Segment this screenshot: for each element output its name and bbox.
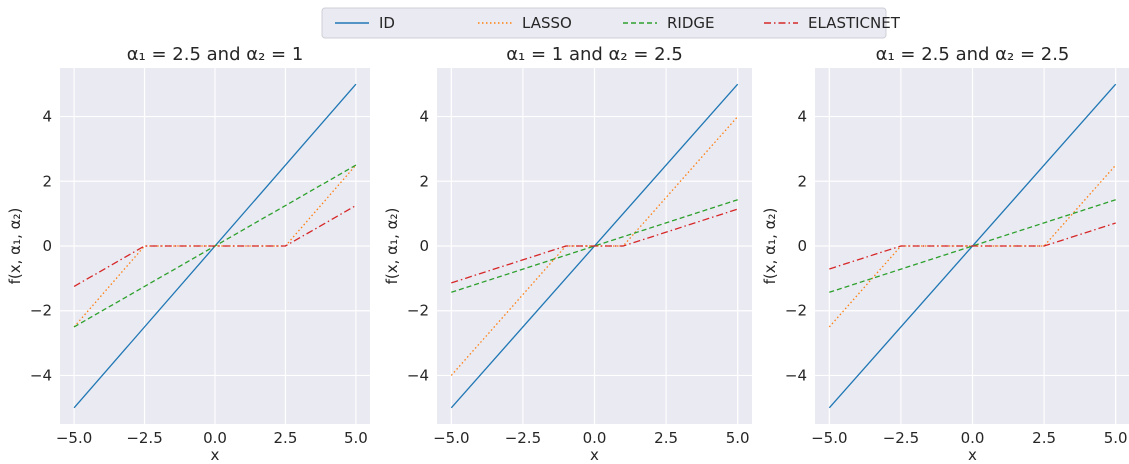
subplot-3: −5.0 −2.5 0.0 2.5 5.0 −4 −2 0 2 4 α₁ = 2.5 and α₂ …	[761, 44, 1129, 464]
y-tick-label: −4	[785, 366, 807, 384]
subplot-title: α₁ = 2.5 and α₂ = 2.5	[876, 44, 1070, 65]
series-line-ridge	[829, 199, 1116, 293]
y-tick-label: −2	[407, 302, 429, 320]
x-tick-label: 5.0	[344, 429, 368, 447]
y-tick-label: 2	[42, 172, 52, 190]
legend-frame	[321, 7, 887, 39]
x-tick-label: 0.0	[203, 429, 227, 447]
subplot-2: −5.0 −2.5 0.0 2.5 5.0 −4 −2 0 2 4 α₁ = 1 and α₂ = …	[383, 44, 752, 464]
y-tick-label: 2	[797, 172, 807, 190]
series-line-elasticnet	[829, 222, 1116, 270]
x-tick-label: 2.5	[654, 429, 678, 447]
y-tick-label: 2	[419, 172, 429, 190]
x-tick-label: −2.5	[505, 429, 541, 447]
legend-label-ridge: RIDGE	[667, 14, 715, 32]
y-axis-label: f(x, α₁, α₂)	[383, 208, 401, 285]
x-tick-label: 5.0	[1104, 429, 1128, 447]
y-axis-label: f(x, α₁, α₂)	[761, 208, 779, 285]
subplot-title: α₁ = 2.5 and α₂ = 1	[127, 44, 304, 65]
y-tick-label: 0	[419, 237, 429, 255]
y-tick-label: 4	[797, 108, 807, 126]
series-line-lasso	[828, 164, 1117, 328]
series-line-elasticnet	[451, 208, 738, 284]
x-tick-label: −5.0	[811, 429, 847, 447]
y-axis-label: f(x, α₁, α₂)	[6, 208, 24, 285]
legend: ID LASSO RIDGE ELASTICNET	[321, 7, 901, 39]
series-line-elasticnet	[73, 204, 357, 288]
legend-entry-elasticnet: ELASTICNET	[764, 14, 901, 32]
legend-entry-lasso: LASSO	[478, 14, 572, 32]
y-tick-label: 0	[797, 237, 807, 255]
subplot-1: −5.0 −2.5 0.0 2.5 5.0 −4 −2 0 2 4 α₁ = 2.5 and α₂ …	[6, 44, 370, 464]
x-tick-label: −2.5	[126, 429, 162, 447]
x-tick-label: 2.5	[1032, 429, 1056, 447]
y-tick-label: −2	[30, 302, 52, 320]
x-tick-label: −5.0	[56, 429, 92, 447]
x-axis-label: x	[590, 446, 599, 460]
x-tick-label: 0.0	[583, 429, 607, 447]
x-tick-label: −2.5	[883, 429, 919, 447]
legend-label-elasticnet: ELASTICNET	[808, 14, 901, 32]
y-tick-label: 4	[419, 108, 429, 126]
legend-label-lasso: LASSO	[522, 14, 572, 32]
y-tick-label: −4	[407, 366, 429, 384]
subplot-title: α₁ = 1 and α₂ = 2.5	[506, 44, 683, 65]
series-line-ridge	[451, 199, 738, 293]
x-tick-label: −5.0	[433, 429, 469, 447]
subplots: −5.0 −2.5 0.0 2.5 5.0 −4 −2 0 2 4 α₁ = 2.5 and α₂ …	[6, 44, 1129, 464]
y-tick-label: −2	[785, 302, 807, 320]
x-axis-label: x	[968, 446, 977, 460]
x-tick-label: 5.0	[726, 429, 750, 447]
y-tick-label: 0	[42, 237, 52, 255]
legend-entry-ridge: RIDGE	[623, 14, 715, 32]
x-tick-label: 0.0	[961, 429, 985, 447]
x-axis-label: x	[211, 446, 220, 460]
y-tick-label: 4	[42, 108, 52, 126]
legend-label-id: ID	[379, 14, 395, 32]
x-tick-label: 2.5	[274, 429, 298, 447]
legend-entry-id: ID	[335, 14, 395, 32]
y-tick-label: −4	[30, 366, 52, 384]
